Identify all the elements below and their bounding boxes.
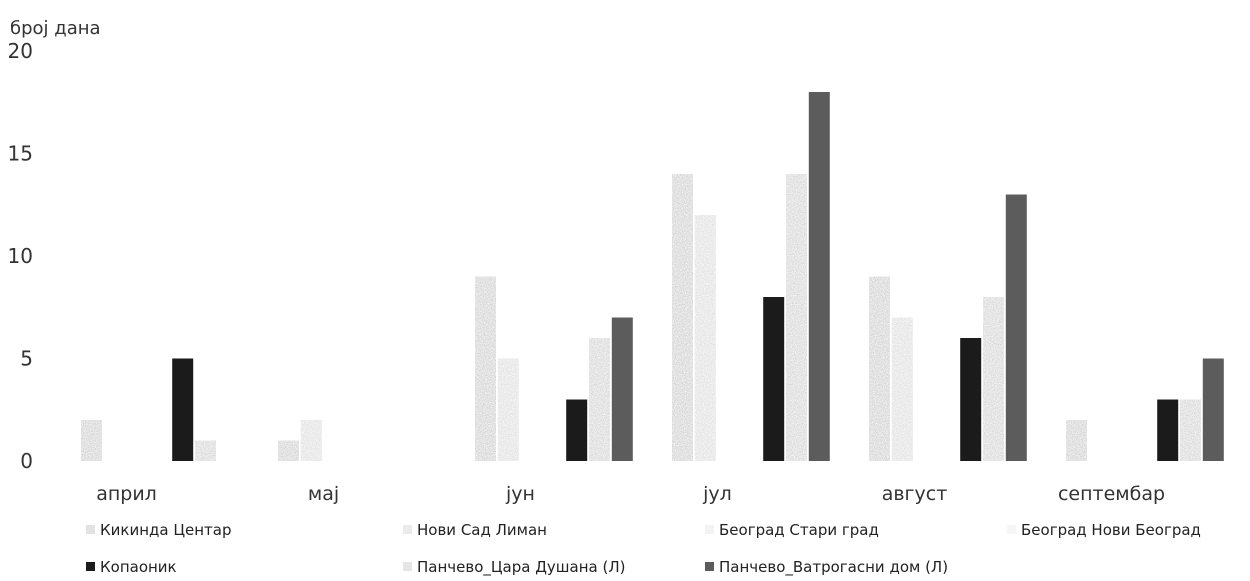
bar xyxy=(869,276,890,461)
legend-swatch xyxy=(705,562,714,571)
legend-label: Панчево_Ватрогасни дом (Л) xyxy=(719,558,948,577)
y-tick-label: 0 xyxy=(20,449,33,473)
x-tick-label: јун xyxy=(505,483,535,505)
plot-area xyxy=(81,92,1224,461)
bar xyxy=(1180,399,1201,461)
bar xyxy=(611,317,633,461)
legend-swatch xyxy=(403,562,412,571)
legend-swatch xyxy=(403,525,412,534)
legend-label: Нови Сад Лиман xyxy=(417,521,547,539)
x-tick-label: јул xyxy=(702,483,732,505)
bar xyxy=(694,215,716,461)
bar xyxy=(1066,420,1087,461)
bar xyxy=(475,276,496,461)
bar xyxy=(1157,399,1179,461)
x-axis-ticks: април мај јун јул август септембар xyxy=(96,483,1165,505)
legend-swatch xyxy=(86,525,95,534)
legend-label: Кикинда Центар xyxy=(100,521,231,539)
x-tick-label: септембар xyxy=(1058,483,1165,505)
y-tick-label: 10 xyxy=(8,244,33,268)
legend-label: Београд Стари град xyxy=(719,521,879,539)
x-tick-label: мај xyxy=(308,483,339,505)
bar xyxy=(763,297,785,461)
bar xyxy=(278,440,299,461)
x-tick-label: април xyxy=(96,483,157,505)
y-tick-label: 20 xyxy=(8,39,33,63)
legend-label: Копаоник xyxy=(100,558,177,576)
bar xyxy=(589,338,610,461)
bar xyxy=(891,317,913,461)
legend-label: Панчево_Цара Душана (Л) xyxy=(417,558,625,577)
bar xyxy=(497,358,519,461)
y-axis-title: број дана xyxy=(10,18,101,39)
bar xyxy=(1202,358,1224,461)
legend-swatch xyxy=(705,525,714,534)
bar xyxy=(808,92,830,461)
y-axis-ticks: 0 5 10 15 20 xyxy=(8,39,33,473)
bar xyxy=(960,338,982,461)
bar xyxy=(172,358,194,461)
bar xyxy=(672,174,693,461)
bar xyxy=(81,420,102,461)
legend-label: Београд Нови Београд xyxy=(1021,521,1201,539)
y-tick-label: 5 xyxy=(20,347,33,371)
legend-swatch xyxy=(86,562,95,571)
bar xyxy=(300,420,322,461)
x-tick-label: август xyxy=(882,483,948,505)
bar xyxy=(983,297,1004,461)
legend-swatch xyxy=(1007,525,1016,534)
bar xyxy=(786,174,807,461)
bar xyxy=(1005,194,1027,461)
bar xyxy=(195,440,216,461)
bar xyxy=(566,399,588,461)
y-tick-label: 15 xyxy=(8,142,33,166)
legend: Кикинда Центар Нови Сад Лиман Београд Стар… xyxy=(86,521,1201,577)
